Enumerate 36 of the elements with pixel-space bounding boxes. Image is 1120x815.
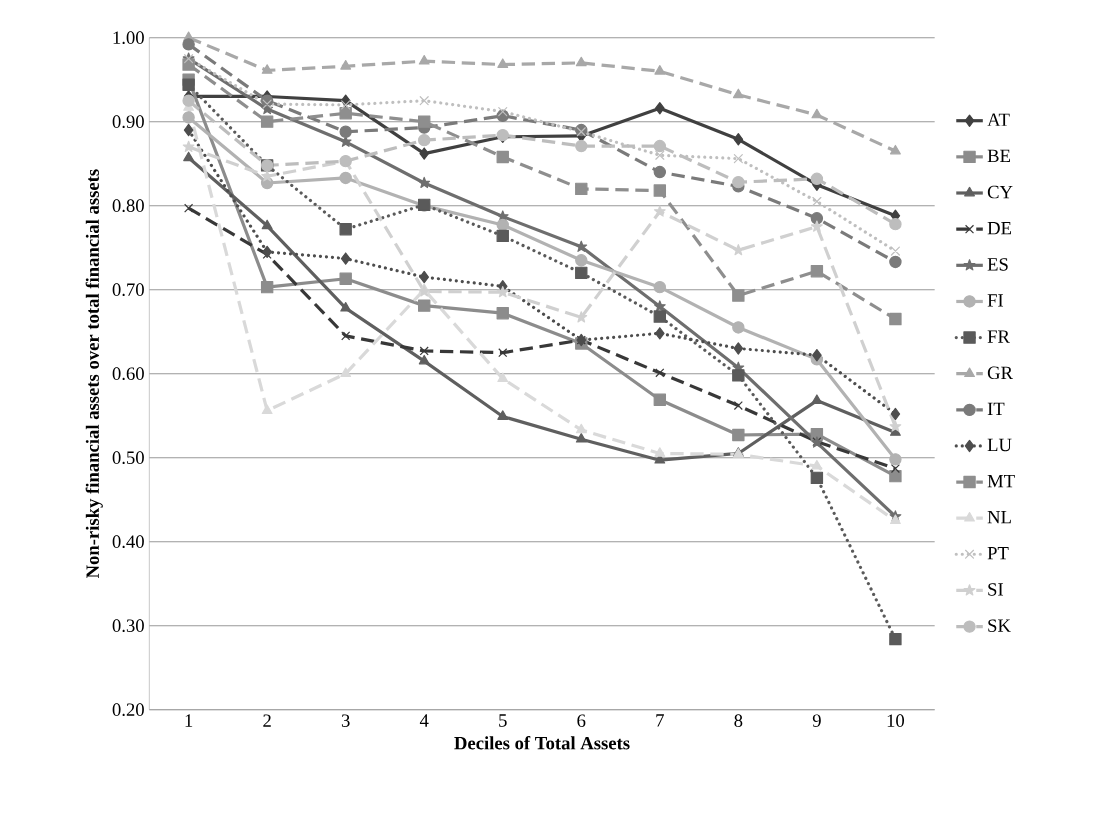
y-tick-label: 1.00 (113, 31, 144, 45)
legend-label: SK (988, 619, 1011, 632)
x-tick-label: 5 (499, 714, 507, 727)
legend-label: GR (987, 366, 1013, 380)
legend-label: IT (987, 402, 1005, 415)
legend-label: ES (987, 258, 1008, 271)
legend-label: BE (987, 149, 1011, 163)
y-tick-label: 0.40 (112, 535, 144, 549)
legend-label: AT (987, 113, 1010, 126)
y-tick-label: 0.70 (112, 283, 144, 297)
x-tick-label: 10 (887, 714, 905, 727)
legend-label: DE (987, 222, 1012, 235)
legend-label: PT (987, 547, 1009, 560)
y-tick-label: 0.50 (112, 451, 144, 465)
x-tick-label: 2 (263, 714, 271, 727)
legend-label: FR (987, 330, 1010, 343)
x-tick-label: 1 (185, 714, 193, 727)
legend-label: MT (987, 474, 1015, 488)
y-tick-label: 0.20 (112, 703, 144, 717)
legend-label: LU (987, 438, 1012, 452)
x-axis-title: Deciles of Total Assets (454, 736, 630, 750)
legend-label: FI (987, 294, 1004, 307)
x-tick-label: 4 (419, 714, 429, 727)
legend-label: NL (987, 511, 1011, 524)
legend-label: SI (988, 583, 1004, 596)
y-tick-label: 0.90 (112, 115, 144, 129)
y-axis-title: Non-risky financial assets over total financial assets (85, 169, 103, 579)
x-tick-label: 3 (341, 714, 350, 727)
x-tick-label: 9 (812, 714, 821, 727)
x-tick-label: 8 (734, 714, 743, 727)
y-tick-label: 0.80 (112, 199, 144, 213)
y-tick-label: 0.60 (112, 367, 144, 381)
y-tick-label: 0.30 (112, 619, 144, 633)
legend-label: CY (987, 185, 1013, 199)
x-tick-label: 6 (577, 714, 586, 727)
x-tick-label: 7 (656, 714, 664, 727)
